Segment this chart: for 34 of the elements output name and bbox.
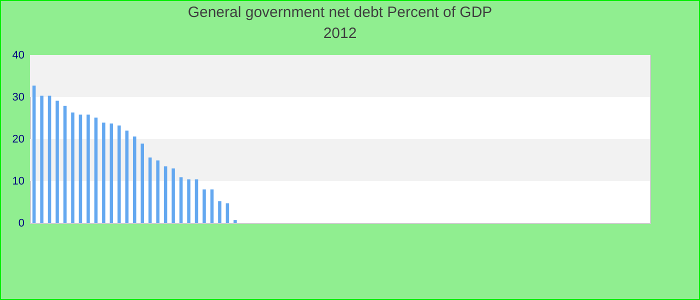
bar [202, 189, 206, 223]
bar [210, 189, 214, 223]
y-tick-label: 20 [12, 134, 24, 146]
bar [234, 220, 237, 223]
bar [164, 166, 168, 223]
y-tick-label: 30 [12, 92, 24, 104]
bar [125, 130, 129, 223]
bar [78, 114, 82, 223]
text: 2012 [323, 25, 357, 42]
bar [156, 160, 160, 223]
bar [118, 126, 121, 223]
bar [187, 179, 190, 223]
bar [48, 96, 52, 223]
y-tick-label: 10 [12, 176, 24, 188]
bar [63, 106, 67, 223]
bar [148, 157, 152, 223]
bar [179, 177, 183, 223]
bar [172, 168, 175, 223]
bar [40, 96, 44, 223]
bar [102, 122, 106, 223]
bar [56, 100, 59, 223]
y-tick-label: 40 [12, 50, 24, 62]
bar [86, 114, 90, 223]
bar [226, 203, 230, 223]
bar [32, 86, 36, 223]
bar [218, 201, 222, 223]
text: General government net debt Percent of GDP [188, 4, 492, 21]
bar [110, 123, 114, 223]
y-tick-label: 0 [18, 218, 24, 230]
bar [71, 112, 74, 223]
bar [132, 136, 136, 223]
bar [194, 179, 198, 223]
bar [94, 118, 98, 223]
bar [140, 144, 144, 223]
